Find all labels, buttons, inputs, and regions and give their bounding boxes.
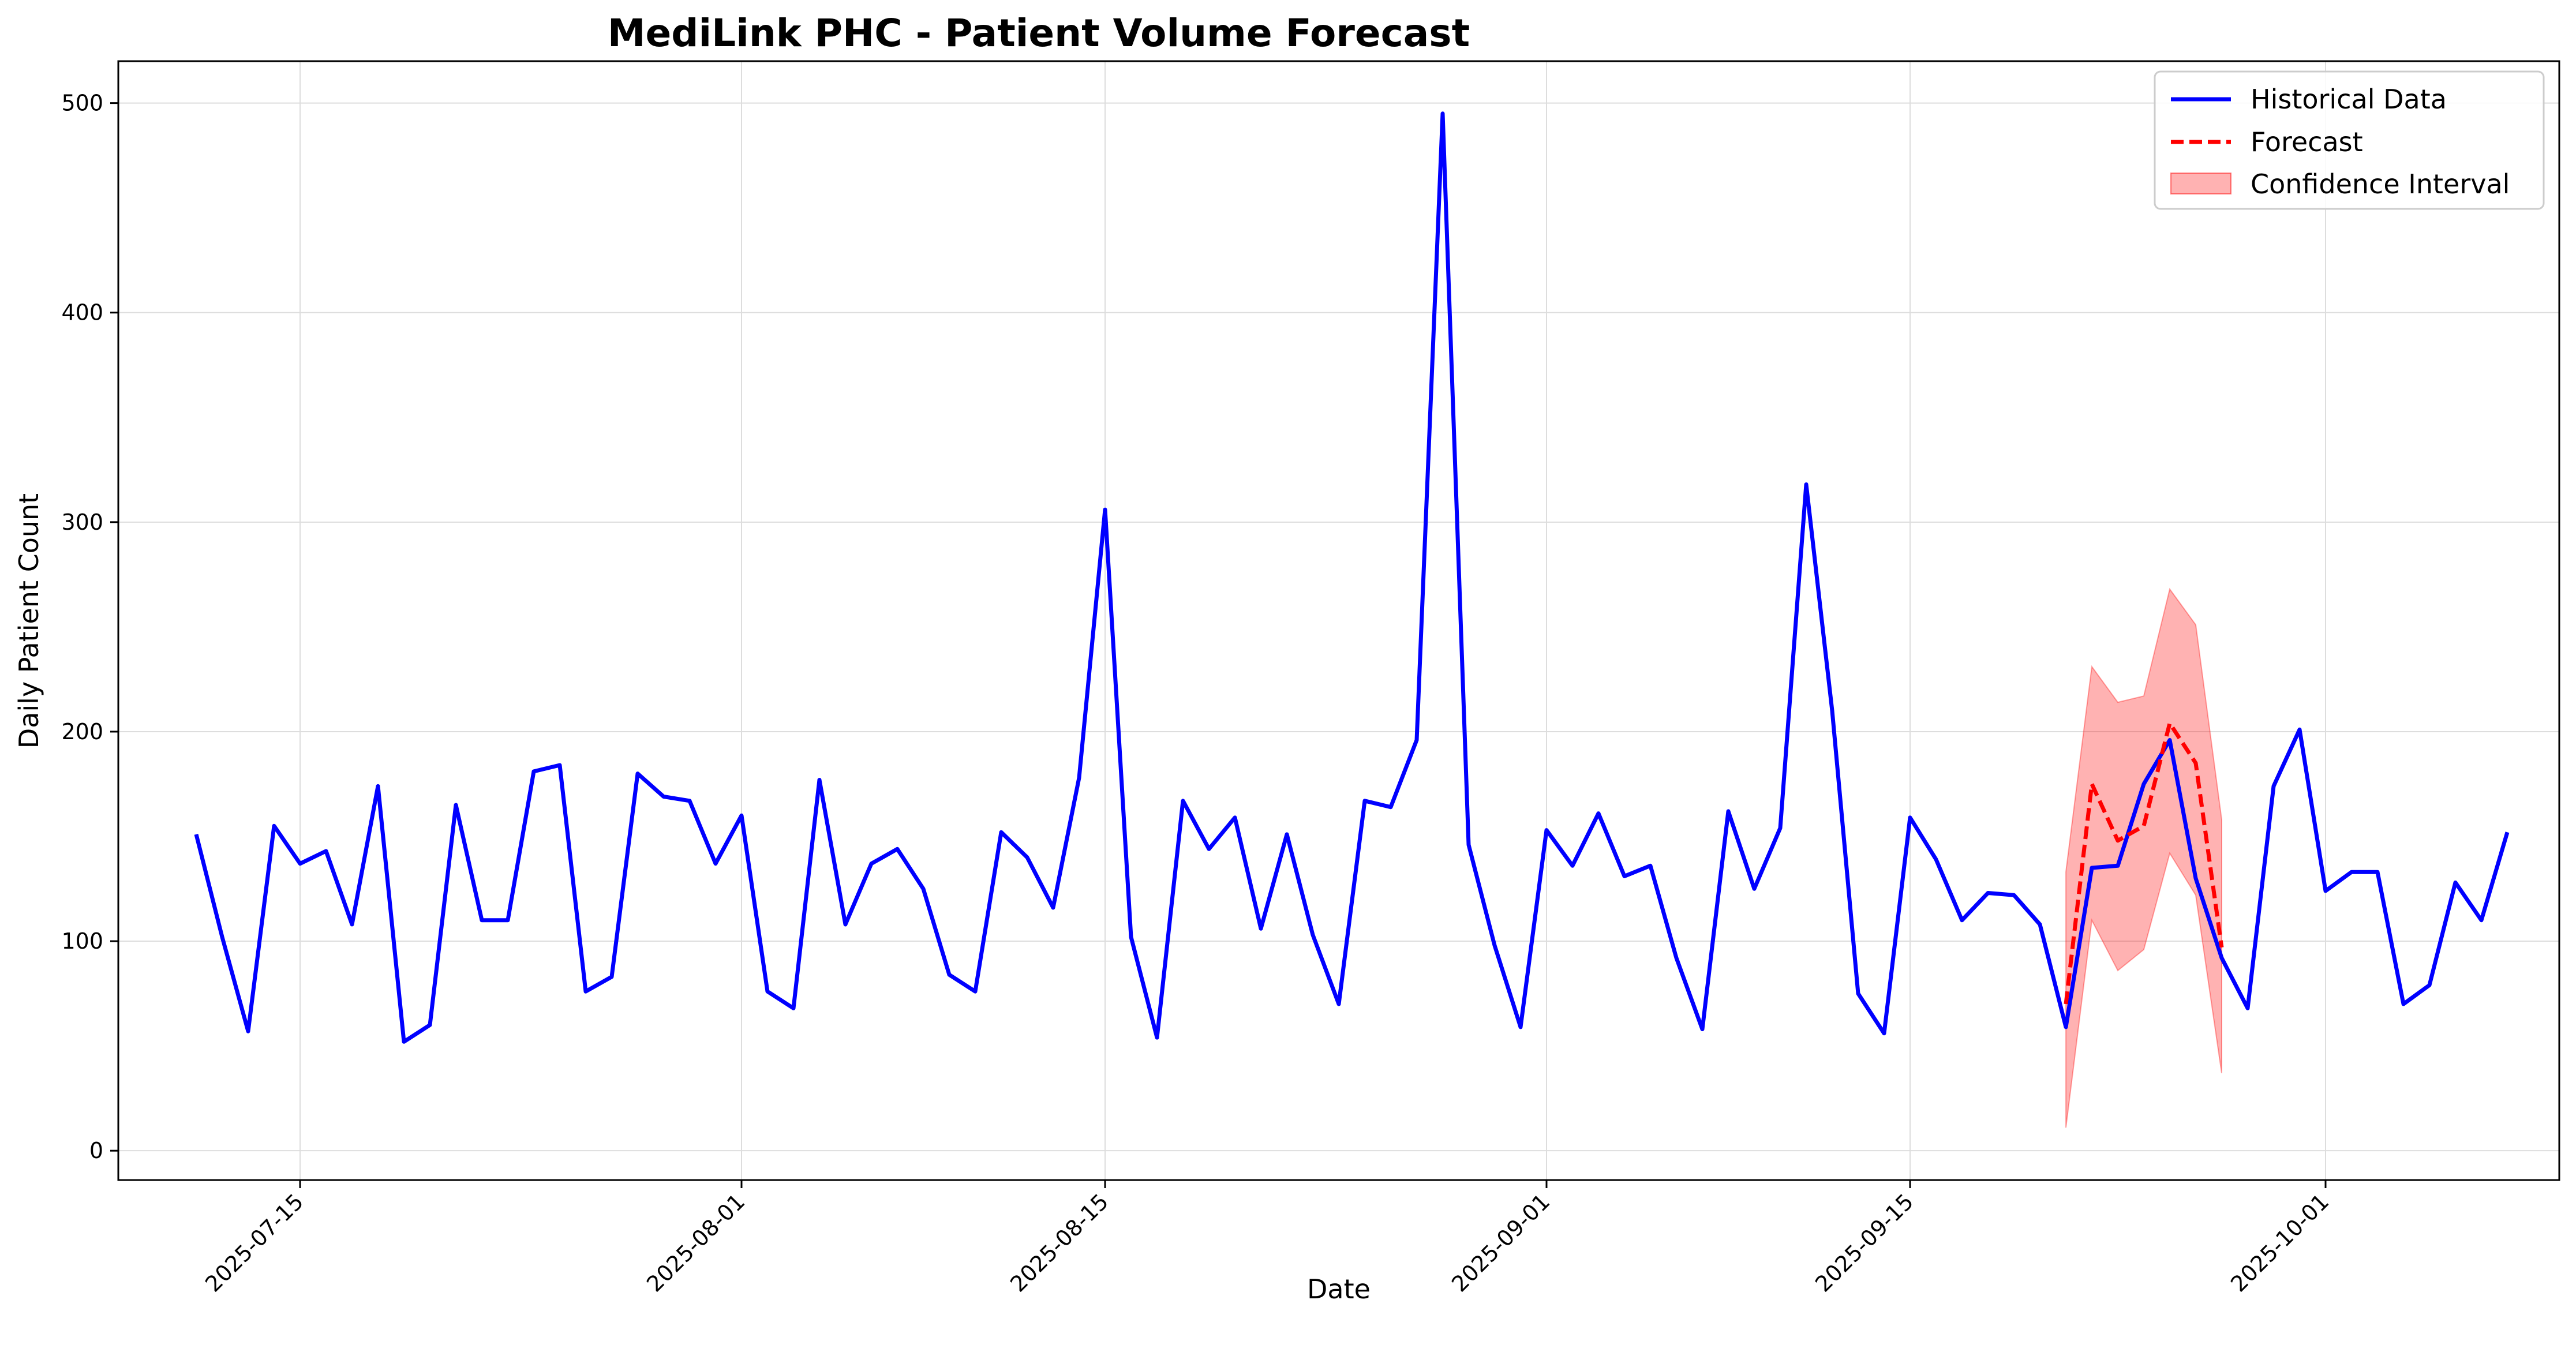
legend-box [2154, 70, 2545, 210]
x-axis-label: Date [1307, 1274, 1371, 1305]
plot-frame [117, 60, 2560, 1181]
confidence-band-layer [2065, 587, 2222, 1128]
legend-confidence-label: Confidence Interval [2251, 168, 2510, 200]
legend-confidence-swatch [2170, 173, 2231, 194]
y-tick-label: 0 [89, 1138, 103, 1163]
legend: Historical Data Forecast Confidence Inte… [2154, 70, 2545, 210]
series-lines-layer [194, 111, 2510, 1044]
legend-forecast-label: Forecast [2251, 126, 2363, 158]
y-tick-label: 100 [61, 928, 103, 954]
y-tick-label: 300 [61, 510, 103, 535]
y-tick-label: 200 [61, 719, 103, 744]
y-tick-label: 500 [61, 91, 103, 116]
y-tick-label: 400 [61, 300, 103, 325]
y-axis-label: Daily Patient Count [13, 493, 44, 748]
historical-data-line [194, 111, 2510, 1044]
chart-title: MediLink PHC - Patient Volume Forecast [608, 11, 1470, 55]
grid [118, 61, 2559, 1180]
legend-historical-label: Historical Data [2251, 84, 2447, 115]
forecast-line [2064, 721, 2224, 1005]
confidence-interval-band [2065, 587, 2222, 1128]
y-axis-ticks: 0 100 200 300 400 500 [61, 91, 118, 1163]
